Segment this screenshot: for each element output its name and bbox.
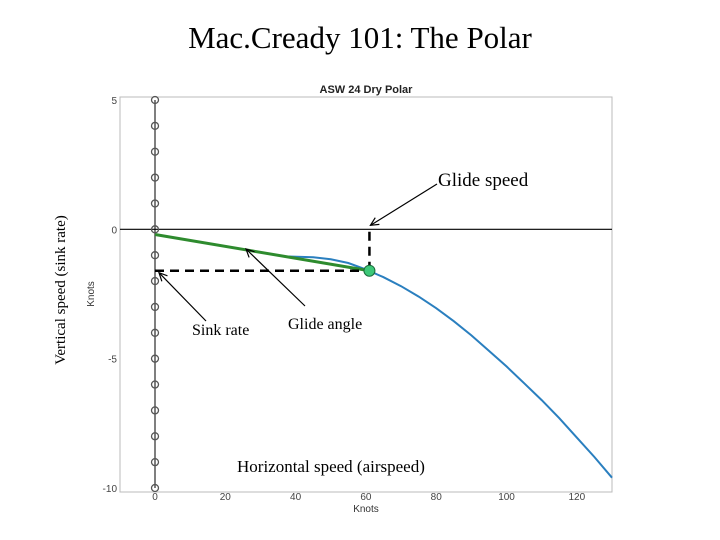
hodograph-point	[150, 251, 160, 260]
annotation-glide-angle: Glide angle	[288, 316, 362, 333]
arrow-glide-angle-head	[245, 248, 255, 258]
y-tick-label: 5	[111, 96, 117, 107]
x-tick-label: 0	[152, 492, 158, 503]
hodograph-point	[150, 328, 160, 337]
annotations: Glide speed Sink rate Glide angle Horizonta…	[158, 170, 529, 476]
chart-lines	[120, 100, 613, 488]
annotation-glide-speed: Glide speed	[438, 170, 529, 191]
annotation-sink-rate: Sink rate	[192, 322, 249, 339]
tangent-line	[154, 233, 370, 273]
hodograph-point	[150, 121, 160, 131]
hodograph-points	[150, 95, 376, 493]
hodograph-point	[150, 302, 160, 312]
hodograph-point	[150, 406, 160, 415]
side-axis-label: Vertical speed (sink rate)	[53, 215, 69, 365]
hodograph-point	[150, 147, 160, 156]
y-tick-label: -10	[103, 484, 118, 495]
arrow-glide-angle	[245, 248, 306, 307]
polar-curve	[288, 255, 613, 479]
x-axis-label: Knots	[353, 504, 379, 515]
y-tick-label: -5	[108, 355, 117, 366]
chart-title: ASW 24 Dry Polar	[320, 84, 414, 96]
hodograph-point	[150, 457, 160, 467]
hodograph-point	[150, 354, 160, 363]
x-tick-label: 80	[431, 492, 443, 503]
hodograph-point	[150, 225, 160, 234]
hodograph-point	[150, 432, 160, 441]
arrow-sink-rate	[158, 272, 207, 322]
hodograph-point	[150, 380, 160, 389]
y-axis-label: Knots	[86, 281, 97, 307]
plot-frame	[119, 96, 613, 493]
slide-title: Mac.Cready 101: The Polar	[188, 20, 532, 55]
glide-point-marker	[363, 264, 376, 277]
x-tick-label: 40	[290, 492, 302, 503]
hodograph-point	[150, 95, 160, 105]
tick-labels: 0 20 40 60 80 100 120 5 0 -5 -10	[103, 96, 586, 503]
hodograph-point	[150, 173, 160, 182]
y-tick-label: 0	[111, 225, 117, 236]
arrow-glide-speed-head	[369, 217, 380, 227]
x-tick-label: 100	[498, 492, 515, 503]
arrow-glide-speed	[370, 183, 438, 226]
x-tick-label: 60	[360, 492, 372, 503]
hodograph-point	[150, 199, 160, 208]
x-tick-label: 20	[220, 492, 232, 503]
hodograph-point	[150, 483, 160, 493]
hodograph-point	[150, 276, 160, 286]
annotation-horizontal-speed: Horizontal speed (airspeed)	[237, 457, 425, 476]
arrow-sink-rate-head	[158, 271, 168, 282]
x-tick-label: 120	[569, 492, 586, 503]
